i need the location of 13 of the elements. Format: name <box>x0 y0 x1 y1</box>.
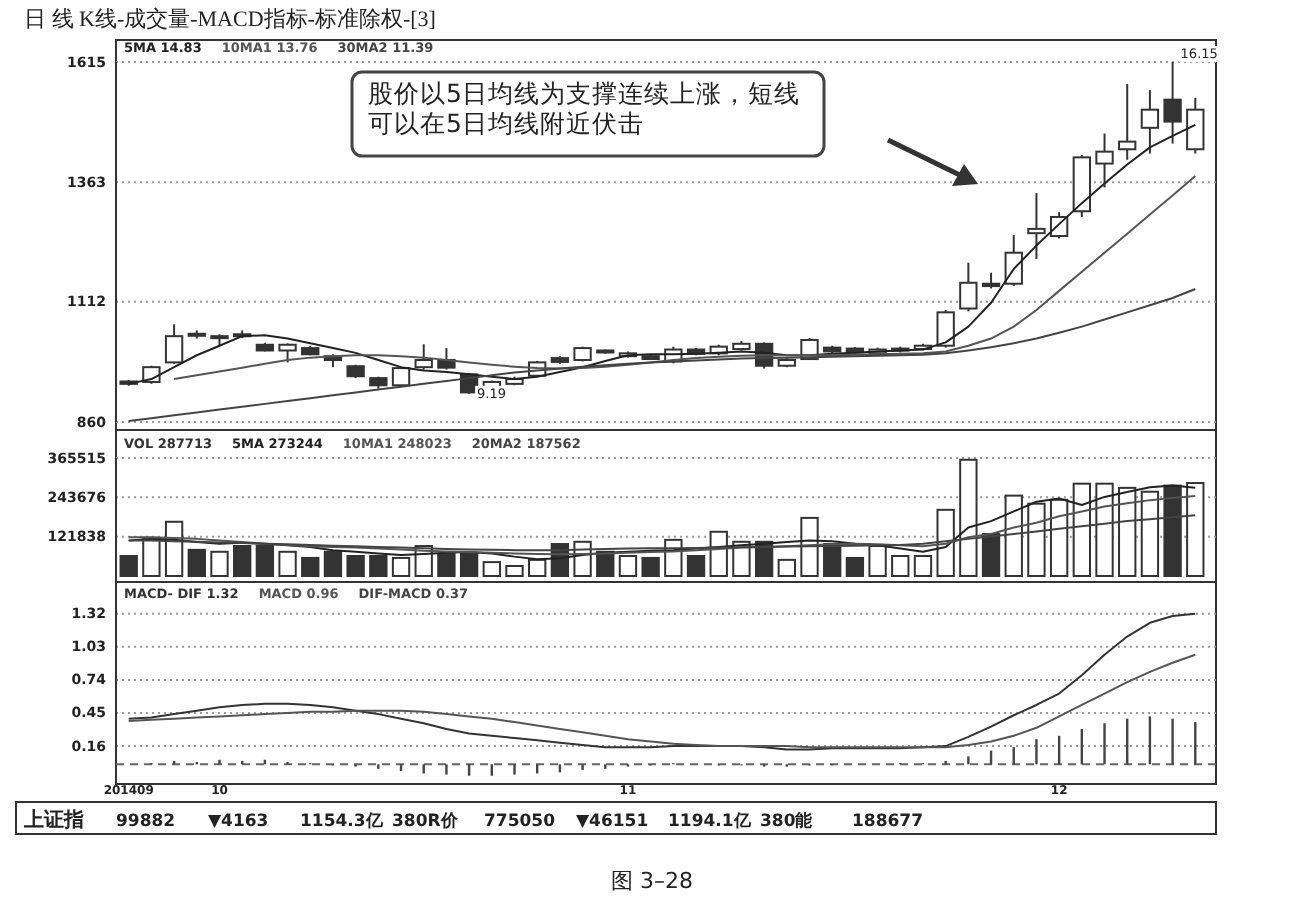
text: 上证指 <box>22 808 84 832</box>
chart-title: 日 线 K线-成交量-MACD指标-标准除权-[3] <box>24 6 436 32</box>
caption: 图 3–28 <box>611 868 693 894</box>
text: 99882 <box>116 812 176 832</box>
text: 188677 <box>852 812 924 832</box>
text: 1194.1亿 <box>668 810 754 832</box>
text: 380能 <box>760 810 816 832</box>
text: ▼46151 <box>576 812 649 832</box>
text: ▼4163 <box>208 812 269 832</box>
text: 775050 <box>484 812 556 832</box>
annotation: 股价以5日均线为支撑连续上涨，短线可以在5日均线附近伏击 <box>368 78 800 138</box>
text: 380R价 <box>392 810 461 832</box>
text: 1154.3亿 <box>300 810 386 832</box>
